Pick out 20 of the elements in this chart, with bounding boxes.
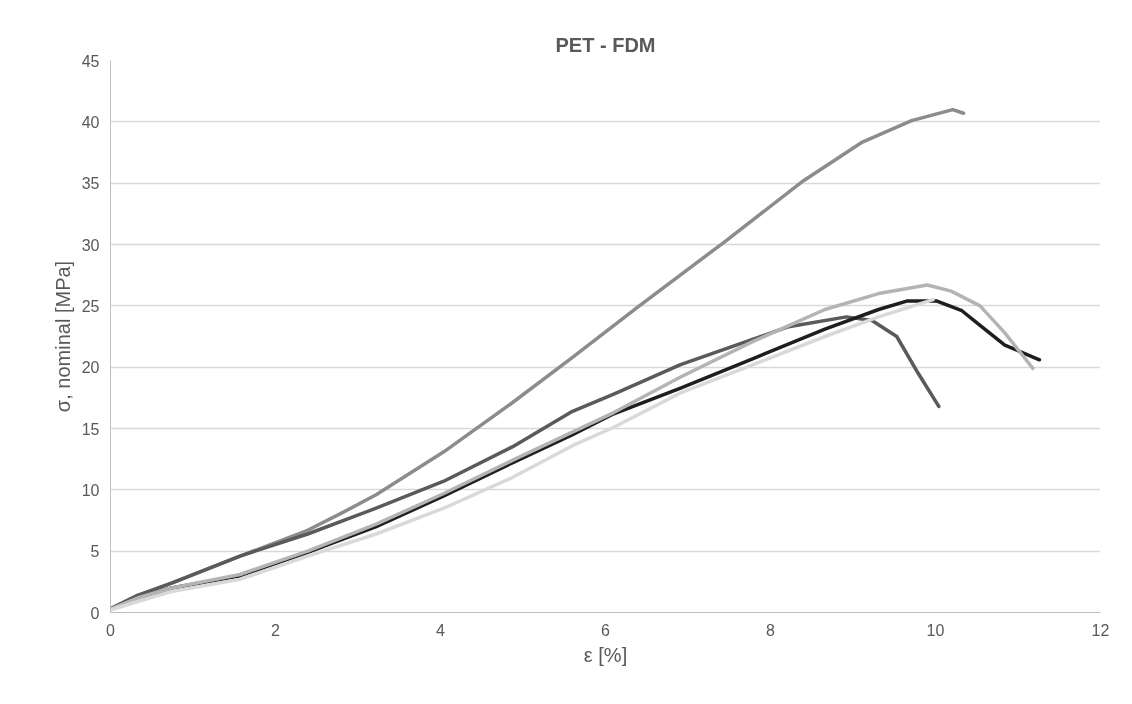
x-axis-title: ε [%] (583, 643, 628, 666)
y-tick-label: 25 (81, 297, 100, 315)
x-tick-label: 10 (926, 621, 945, 639)
x-tick-label: 6 (601, 621, 611, 639)
x-tick-label: 2 (271, 621, 281, 639)
x-tick-label: 12 (1091, 621, 1110, 639)
y-tick-label: 15 (81, 420, 100, 438)
y-tick-label: 20 (81, 359, 100, 377)
x-tick-label: 0 (106, 621, 116, 639)
y-axis-title: σ, nominal [MPa] (51, 260, 74, 413)
x-tick-label: 4 (436, 621, 446, 639)
y-tick-label: 5 (90, 543, 100, 561)
y-tick-label: 10 (81, 481, 100, 499)
y-tick-label: 45 (81, 52, 100, 70)
y-tick-label: 40 (81, 113, 100, 131)
x-tick-label: 8 (766, 621, 776, 639)
y-tick-label: 35 (81, 175, 100, 193)
y-tick-label: 30 (81, 236, 100, 254)
chart-title: PET - FDM (555, 33, 656, 56)
y-tick-label: 0 (90, 604, 100, 622)
